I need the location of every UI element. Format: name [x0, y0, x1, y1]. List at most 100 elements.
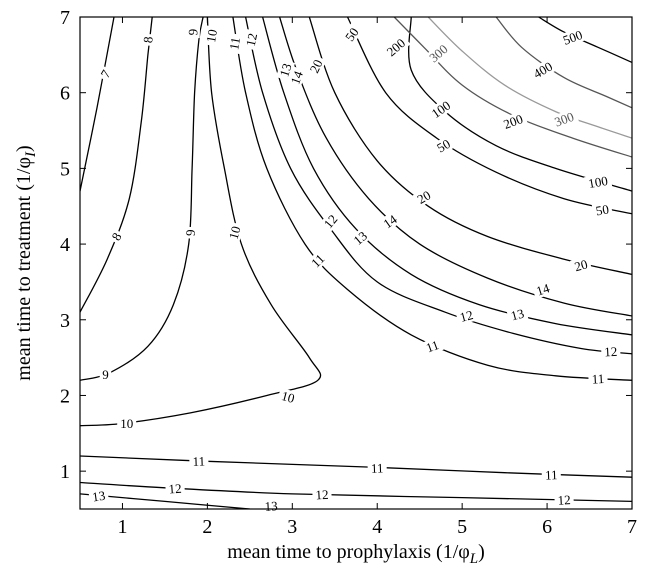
contour-label-background	[498, 110, 528, 133]
contour-label-background	[421, 336, 444, 357]
contour-label-background	[306, 249, 330, 273]
contour-label-13: 13	[88, 488, 110, 504]
contour-label-background	[557, 26, 588, 49]
contour-label-20: 20	[412, 186, 436, 208]
contour-label-11: 11	[421, 336, 444, 357]
contour-label-text: 11	[371, 460, 384, 475]
contour-label-100: 100	[583, 172, 613, 192]
contour-label-background	[242, 28, 261, 51]
contour-label-background	[425, 95, 456, 123]
contour-label-background	[312, 487, 332, 503]
contour-label-13: 13	[506, 305, 529, 324]
contour-label-text: 100	[587, 173, 609, 191]
contour-label-text: 10	[226, 224, 244, 240]
contour-label-background	[541, 467, 562, 483]
contour-label-background	[412, 186, 436, 208]
contour-label-text: 9	[102, 367, 109, 382]
x-tick-label: 4	[372, 516, 382, 538]
contour-label-background	[340, 22, 363, 47]
contour-line-100	[408, 17, 632, 192]
contour-label-background	[455, 306, 478, 326]
contour-label-8: 8	[140, 33, 156, 47]
contour-label-text: 8	[140, 36, 156, 44]
y-tick-label: 1	[60, 461, 70, 483]
contour-label-text: 12	[168, 481, 182, 497]
contour-label-10: 10	[277, 387, 300, 407]
contour-label-11: 11	[189, 453, 209, 469]
x-tick-label: 1	[117, 516, 127, 538]
x-tick-label: 2	[202, 516, 212, 538]
contour-label-text: 50	[595, 201, 610, 218]
contour-label-background	[226, 32, 244, 55]
contour-label-text: 500	[561, 27, 584, 48]
contour-label-11: 11	[226, 32, 244, 55]
contour-label-12: 12	[312, 487, 332, 503]
contour-line-9	[80, 17, 204, 381]
contour-line-400	[495, 17, 632, 109]
contour-label-12: 12	[455, 306, 478, 326]
contour-label-background	[431, 134, 456, 157]
contour-label-11: 11	[306, 249, 330, 273]
contour-label-20: 20	[570, 256, 592, 275]
contour-label-text: 11	[545, 467, 558, 482]
contour-label-background	[277, 387, 300, 407]
x-axis-title: mean time to prophylaxis (1/φL)	[227, 541, 485, 567]
contour-label-text: 11	[192, 454, 205, 469]
contour-label-text: 12	[315, 487, 329, 503]
y-tick-label: 3	[60, 310, 70, 332]
contour-label-text: 14	[534, 280, 551, 298]
contour-label-background	[531, 279, 554, 300]
contour-label-500: 500	[557, 26, 588, 49]
contour-label-background	[319, 209, 342, 234]
contour-label-10: 10	[203, 25, 221, 47]
plot-frame	[79, 16, 633, 510]
contour-label-background	[261, 498, 281, 514]
contour-label-background	[117, 416, 137, 431]
contour-label-14: 14	[286, 66, 307, 89]
contour-label-9: 9	[99, 367, 112, 382]
x-tick-label: 3	[287, 516, 297, 538]
x-tick-label: 5	[457, 516, 467, 538]
contour-label-7: 7	[96, 65, 115, 83]
y-tick-label: 6	[60, 83, 70, 105]
contour-label-background	[286, 66, 307, 89]
contour-label-13: 13	[348, 226, 372, 250]
contour-line-11	[232, 17, 632, 381]
contour-line-20	[308, 17, 632, 276]
contour-label-20: 20	[305, 54, 327, 78]
y-axis-title: mean time to treatment (1/φI)	[13, 145, 39, 380]
contour-label-14: 14	[378, 210, 402, 233]
contour-label-background	[203, 25, 221, 47]
y-tick-label: 2	[60, 385, 70, 407]
contour-label-background	[348, 226, 372, 250]
y-tick-label: 7	[60, 7, 70, 29]
contour-label-background	[225, 221, 244, 244]
contour-line-10	[80, 17, 322, 427]
contour-label-text: 13	[264, 498, 278, 514]
contour-label-text: 10	[280, 388, 296, 406]
contour-label-50: 50	[340, 22, 363, 47]
contour-label-background	[423, 39, 454, 68]
plot-background	[80, 17, 632, 509]
contour-label-12: 12	[242, 28, 261, 51]
contour-label-13: 13	[261, 498, 281, 514]
contour-label-50: 50	[591, 201, 613, 219]
contour-label-10: 10	[117, 416, 137, 431]
contour-label-text: 20	[573, 256, 589, 274]
contour-label-background	[189, 453, 209, 469]
contour-label-background	[588, 371, 608, 387]
contour-label-background	[367, 460, 387, 476]
contour-label-text: 12	[458, 307, 474, 325]
contour-label-text: 50	[434, 136, 453, 155]
contour-label-background	[165, 480, 186, 497]
contour-line-50	[346, 17, 632, 215]
contour-label-12: 12	[165, 480, 186, 497]
contour-label-background	[378, 210, 402, 233]
contour-label-10: 10	[225, 221, 244, 244]
contour-label-background	[527, 57, 558, 83]
contour-label-text: 12	[604, 344, 618, 360]
